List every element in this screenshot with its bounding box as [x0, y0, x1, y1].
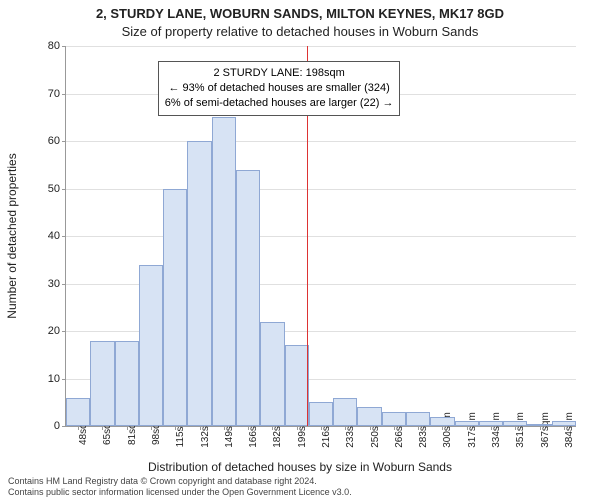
bar [430, 417, 454, 427]
footer-line2: Contains public sector information licen… [8, 487, 352, 498]
bar [285, 345, 309, 426]
bar [163, 189, 187, 427]
bar [236, 170, 260, 427]
bar [552, 421, 576, 426]
bar [260, 322, 284, 427]
bar [212, 117, 236, 426]
plot-area: 2 STURDY LANE: 198sqm ← 93% of detached … [65, 46, 576, 427]
bar [66, 398, 90, 427]
bar [90, 341, 114, 427]
bar [503, 421, 527, 426]
bar [309, 402, 333, 426]
chart-title-address: 2, STURDY LANE, WOBURN SANDS, MILTON KEY… [0, 6, 600, 21]
y-tick-label: 70 [48, 88, 60, 100]
y-tick-label: 50 [48, 183, 60, 195]
bar [357, 407, 381, 426]
y-tick-label: 20 [48, 325, 60, 337]
attribution-footer: Contains HM Land Registry data © Crown c… [8, 476, 352, 498]
bar [187, 141, 211, 426]
y-tick-label: 60 [48, 135, 60, 147]
bar [479, 421, 503, 426]
bar [406, 412, 430, 426]
annotation-line1: 2 STURDY LANE: 198sqm [165, 66, 394, 81]
chart-container: 2, STURDY LANE, WOBURN SANDS, MILTON KEY… [0, 0, 600, 500]
y-tick-label: 0 [54, 420, 60, 432]
footer-line1: Contains HM Land Registry data © Crown c… [8, 476, 352, 487]
bar [455, 421, 479, 426]
x-axis-label: Distribution of detached houses by size … [0, 460, 600, 474]
bar [115, 341, 139, 427]
y-axis-label: Number of detached properties [5, 153, 19, 318]
annotation-box: 2 STURDY LANE: 198sqm ← 93% of detached … [158, 61, 401, 116]
y-tick-mark [62, 426, 66, 427]
annotation-line3: 6% of semi-detached houses are larger (2… [165, 96, 394, 111]
chart-subtitle: Size of property relative to detached ho… [0, 24, 600, 39]
bar [382, 412, 406, 426]
bar [527, 424, 551, 426]
bar [333, 398, 357, 427]
bar [139, 265, 163, 427]
annotation-line2: ← 93% of detached houses are smaller (32… [165, 81, 394, 96]
y-tick-label: 30 [48, 278, 60, 290]
y-tick-label: 80 [48, 40, 60, 52]
y-tick-label: 10 [48, 373, 60, 385]
y-tick-label: 40 [48, 230, 60, 242]
